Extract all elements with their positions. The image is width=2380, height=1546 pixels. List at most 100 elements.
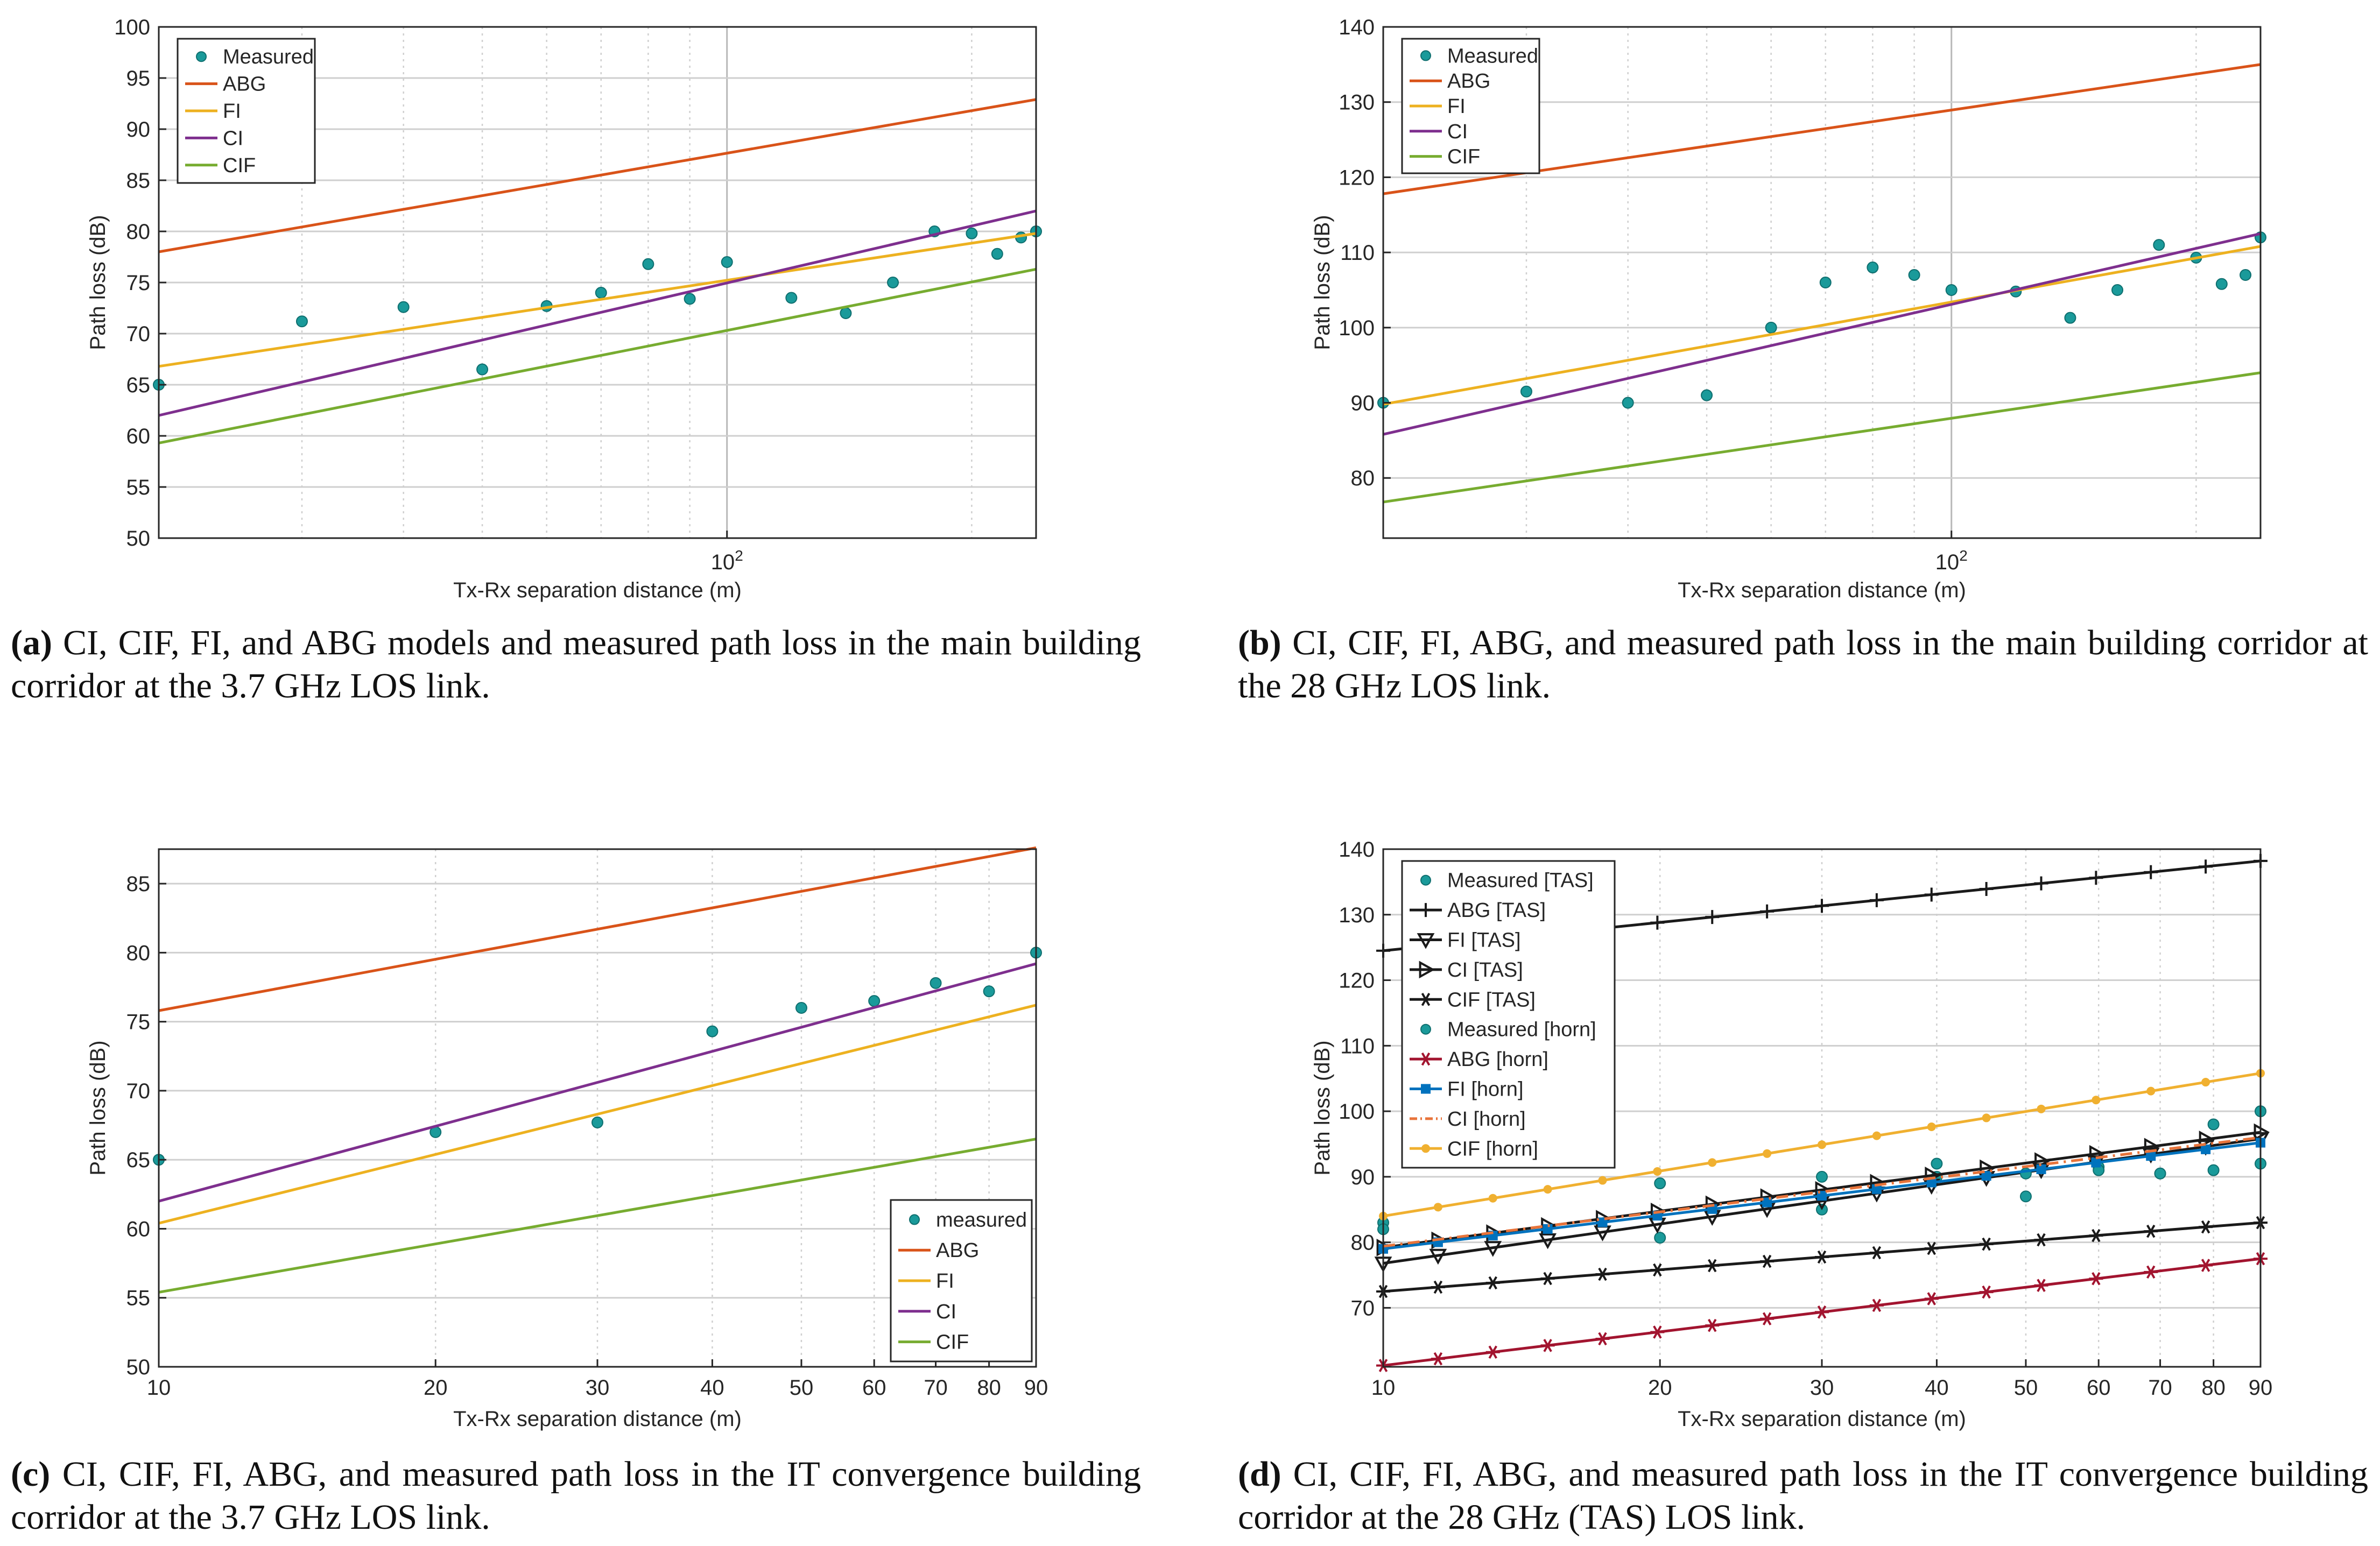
series-marker (2089, 871, 2103, 885)
x-axis: 102 (1935, 531, 1968, 574)
data-point (2154, 1167, 2166, 1180)
series-marker (1760, 1312, 1775, 1325)
x-tick-label: 30 (586, 1376, 610, 1400)
y-axis: 50 55 60 65 70 75 80 85 (126, 872, 166, 1379)
x-axis: 10 20 30 40 50 60 70 80 90 (147, 1359, 1048, 1400)
series-marker (2199, 1220, 2213, 1234)
series-marker (1433, 1203, 1442, 1212)
data-point (684, 293, 696, 305)
data-point (991, 248, 1003, 260)
y-tick-label: 130 (1339, 903, 1375, 927)
series-2 (158, 98, 1037, 253)
series-marker (2034, 1233, 2048, 1247)
series-4 (158, 962, 1037, 1203)
series-marker (2034, 876, 2048, 891)
data-point (795, 1002, 807, 1014)
legend-swatch (1420, 1023, 1431, 1035)
series-3 (158, 1004, 1037, 1225)
series-marker (2089, 1272, 2103, 1286)
x-tick-label: 102 (711, 547, 743, 574)
x-axis: 102 (711, 531, 743, 574)
y-tick-label: 50 (126, 1356, 151, 1379)
series-marker (1815, 1305, 1829, 1319)
series-marker (1869, 1298, 1884, 1312)
series-1 (153, 225, 1042, 391)
data-point (1867, 262, 1879, 274)
legend-label: ABG [horn] (1447, 1048, 1548, 1071)
x-tick-label: 50 (790, 1376, 814, 1400)
legend-label: ABG (1447, 70, 1490, 93)
legend-label: ABG [TAS] (1447, 899, 1546, 922)
series-4 (1383, 232, 2261, 436)
data-point (966, 227, 978, 239)
legend-label: FI (936, 1270, 954, 1293)
data-point (642, 258, 654, 270)
series-marker (1872, 1131, 1881, 1140)
data-point (476, 363, 489, 376)
caption-b: (b) CI, CIF, FI, ABG, and measured path … (1238, 622, 2368, 708)
x-axis: 10 20 30 40 50 60 70 80 90 (1371, 1359, 2272, 1400)
data-point (1816, 1170, 1828, 1183)
series-marker (2089, 1229, 2103, 1243)
y-tick-label: 85 (126, 169, 151, 193)
series-1 (153, 947, 1042, 1166)
series-marker (1817, 1191, 1827, 1201)
series-6 (1377, 1157, 2266, 1236)
series-marker (1650, 915, 1665, 930)
legend-swatch (1420, 874, 1431, 886)
legend-label: FI (223, 100, 241, 123)
series-marker (2199, 859, 2213, 874)
series-marker (2144, 865, 2158, 879)
data-point (1908, 269, 1920, 281)
y-tick-label: 80 (1351, 467, 1375, 490)
series-marker (1650, 1325, 1665, 1339)
legend-label: FI [TAS] (1447, 929, 1521, 952)
y-axis: 80 90 100 110 120 130 140 (1339, 16, 1391, 490)
data-point (1945, 284, 1957, 296)
series-marker (1597, 1217, 1608, 1227)
legend-marker (1417, 933, 1435, 949)
series-marker (1760, 904, 1775, 919)
data-point (595, 287, 607, 299)
legend-marker (1419, 903, 1433, 917)
y-axis: 50 55 60 65 70 75 80 85 90 95 100 (114, 16, 166, 550)
y-tick-label: 90 (1351, 1166, 1375, 1189)
data-point (840, 307, 852, 319)
data-point (1765, 321, 1777, 334)
legend-marker (1421, 1144, 1430, 1153)
chart-b: 80 90 100 110 120 130 140 102 Tx-Rx separation d… (1311, 16, 2266, 602)
series-marker (1595, 1332, 1610, 1346)
caption-d-label: (d) (1238, 1455, 1281, 1494)
legend-marker (1421, 1084, 1431, 1094)
series-5 (1383, 371, 2261, 504)
series-marker (1543, 1224, 1553, 1234)
series-marker (1540, 1339, 1555, 1352)
axes-box (1382, 26, 2262, 539)
y-tick-label: 75 (126, 1011, 151, 1034)
y-tick-label: 85 (126, 872, 151, 896)
x-tick-label: 10 (147, 1376, 171, 1400)
y-tick-label: 80 (1351, 1231, 1375, 1255)
data-point (1520, 385, 1532, 398)
data-point (2111, 284, 2124, 296)
series-marker (2146, 1151, 2156, 1161)
series-line (1383, 245, 2261, 406)
series-10 (1379, 1069, 2265, 1220)
data-point (1622, 397, 1634, 409)
y-tick-label: 70 (126, 1079, 151, 1103)
legend-label: CI (1447, 121, 1468, 143)
legend: Measured [TAS] ABG [TAS] FI [TAS] CI [TAS] C… (1401, 860, 1616, 1169)
y-tick-label: 110 (1340, 241, 1375, 265)
series-marker (2199, 1259, 2213, 1272)
series-marker (2199, 1131, 2215, 1148)
series-marker (1818, 1140, 1826, 1149)
series-line (158, 267, 1037, 444)
data-point (887, 277, 899, 288)
series-marker (1982, 1113, 1991, 1123)
legend-label: CIF (223, 154, 256, 177)
legend-label: Measured [TAS] (1447, 870, 1594, 892)
series-marker (2092, 1096, 2101, 1105)
data-point (1654, 1232, 1666, 1244)
legend-label: CI [TAS] (1447, 959, 1523, 982)
